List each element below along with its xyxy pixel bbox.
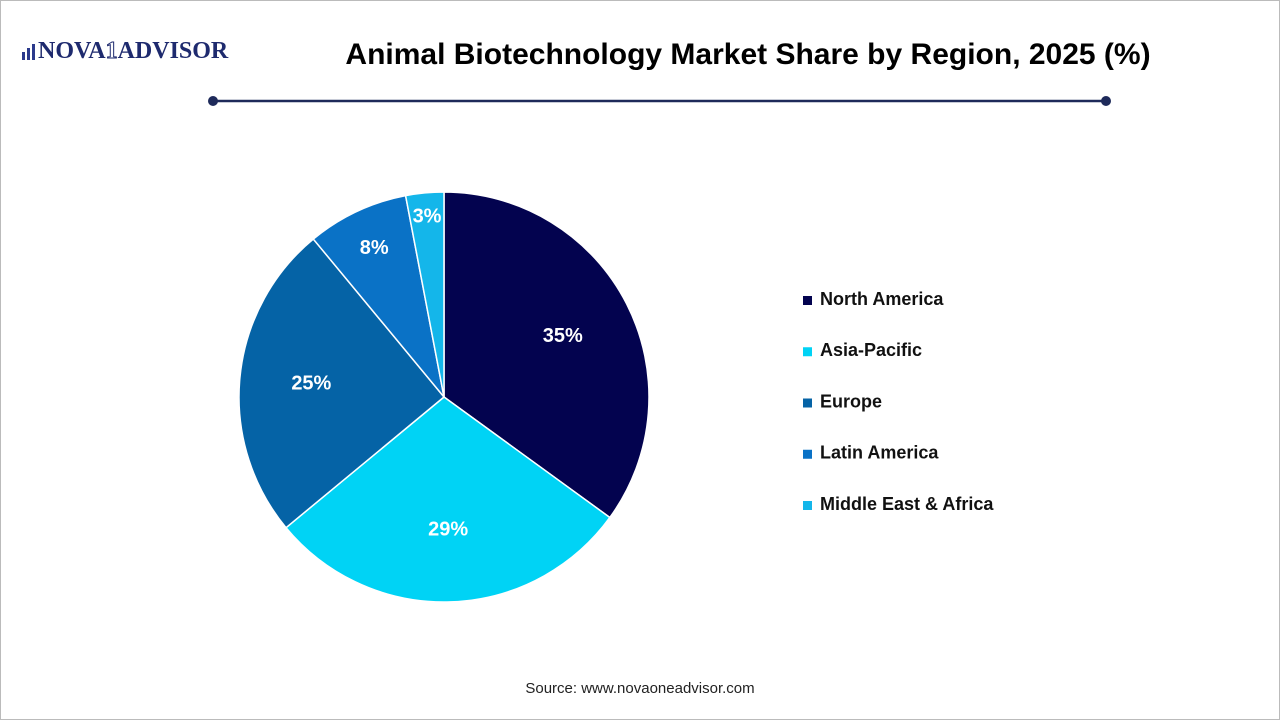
rule-dot (1101, 96, 1111, 106)
legend-label: North America (820, 289, 944, 309)
legend-swatch (803, 296, 812, 305)
rule-dot (208, 96, 218, 106)
logo: NOVA1ADVISOR (22, 37, 229, 64)
logo-part: ADVISOR (118, 38, 229, 64)
data-label: 35% (543, 325, 583, 347)
pie: 35% 29% 25% 8% 3% (238, 191, 650, 603)
pie-slice (312, 194, 445, 398)
data-label: 25% (291, 373, 331, 395)
logo-text: NOVA1ADVISOR (38, 38, 229, 64)
logo-part: 1 (106, 38, 118, 64)
legend-label: Latin America (820, 443, 939, 463)
legend-label: Europe (820, 391, 882, 411)
data-label: 8% (360, 237, 389, 259)
legend-swatch (803, 449, 812, 459)
legend-label: Middle East & Africa (820, 494, 994, 514)
legend-swatch (803, 501, 812, 510)
logo-part: NOVA (38, 38, 106, 64)
legend: North America Asia-Pacific Europe Latin Ame… (803, 289, 994, 514)
legend-swatch (803, 398, 812, 408)
pie-slice (404, 191, 445, 398)
chart-title: Animal Biotechnology Market Share by Reg… (345, 38, 1150, 71)
pie-slice (443, 191, 650, 519)
legend-label: Asia-Pacific (820, 340, 922, 360)
source: Source: www.novaoneadvisor.com (525, 680, 754, 697)
pie-slice (284, 396, 611, 603)
data-label: 3% (413, 206, 442, 228)
pie-slice (238, 237, 446, 529)
legend-swatch (803, 347, 812, 357)
data-label: 29% (428, 518, 468, 540)
